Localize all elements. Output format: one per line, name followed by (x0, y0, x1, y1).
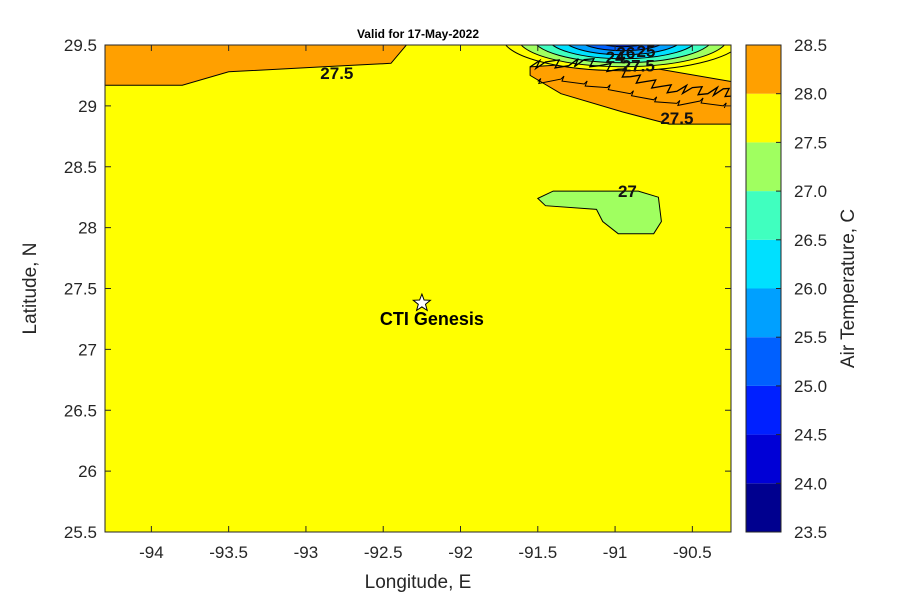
colorbar-tick-label: 26.0 (794, 280, 827, 299)
colorbar-swatch-4 (746, 288, 781, 338)
y-tick-label: 26 (78, 462, 97, 481)
colorbar-tick-label: 24.5 (794, 426, 827, 445)
colorbar-swatch-6 (746, 191, 781, 240)
x-tick-label: -94 (139, 543, 164, 562)
y-axis-label: Latitude, N (20, 243, 41, 335)
coastline-islands-path (537, 75, 727, 109)
x-tick-label: -93 (294, 543, 319, 562)
marker-label: CTI Genesis (380, 309, 484, 329)
colorbar-swatch-0 (746, 483, 781, 532)
colorbar-swatch-7 (746, 142, 781, 192)
x-tick-label: -92 (448, 543, 473, 562)
colorbar-tick-label: 25.0 (794, 377, 827, 396)
colorbar-tick-label: 28.0 (794, 85, 827, 104)
y-tick-label: 28.5 (64, 158, 97, 177)
contour-label: 27.5 (660, 109, 693, 128)
contour-label: 27.5 (320, 64, 353, 83)
y-tick-label: 29.5 (64, 36, 97, 55)
colorbar-tick-label: 27.0 (794, 182, 827, 201)
colorbar-tick-label: 25.5 (794, 328, 827, 347)
x-tick-label: -91.5 (518, 543, 557, 562)
y-tick-label: 28 (78, 219, 97, 238)
coastline-path (529, 57, 731, 98)
contour-label: 24 (606, 48, 625, 67)
colorbar-label: Air Temperature, C (838, 209, 859, 368)
contour-label: 27 (618, 182, 637, 201)
x-tick-label: -92.5 (364, 543, 403, 562)
x-axis-label: Longitude, E (365, 572, 472, 593)
colorbar-swatch-3 (746, 337, 781, 386)
colorbar-tick-label: 26.5 (794, 231, 827, 250)
colorbar-tick-label: 28.5 (794, 36, 827, 55)
background-fill-27-27_5 (105, 45, 731, 532)
colorbar-tick-label: 23.5 (794, 523, 827, 542)
colorbar-swatch-2 (746, 385, 781, 435)
y-tick-label: 27 (78, 340, 97, 359)
contour-label: 26 (616, 43, 635, 62)
colorbar-swatch-9 (746, 45, 781, 94)
x-tick-label: -91 (603, 543, 628, 562)
chart-title: Valid for 17-May-2022 (357, 27, 479, 41)
y-tick-label: 26.5 (64, 401, 97, 420)
contour-region-0 (105, 45, 408, 86)
colorbar-tick-label: 24.0 (794, 474, 827, 493)
cold-pocket-ring-5 (584, 45, 662, 52)
colorbar-swatch-1 (746, 434, 781, 484)
x-tick-label: -93.5 (209, 543, 248, 562)
star-marker-icon (411, 292, 432, 312)
colorbar-swatch-5 (746, 239, 781, 289)
y-tick-label: 25.5 (64, 523, 97, 542)
contour-region-2 (536, 190, 662, 235)
y-tick-label: 27.5 (64, 280, 97, 299)
y-tick-label: 29 (78, 97, 97, 116)
colorbar-swatch-8 (746, 93, 781, 143)
x-tick-label: -90.5 (673, 543, 712, 562)
colorbar-tick-label: 27.5 (794, 133, 827, 152)
contour-label: 25 (637, 42, 656, 61)
contour-label: 27.5 (622, 57, 655, 76)
